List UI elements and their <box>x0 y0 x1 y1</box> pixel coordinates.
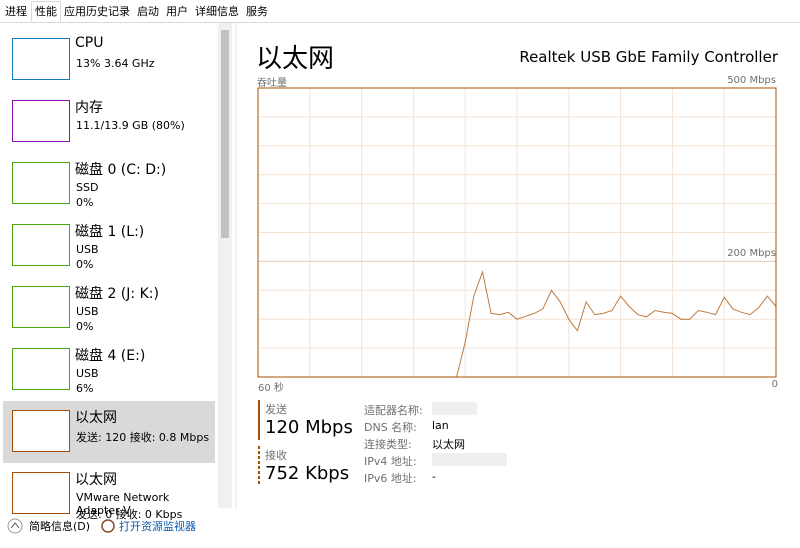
property-label: DNS 名称: <box>364 421 417 434</box>
x-label-left: 60 秒 <box>258 383 284 394</box>
property-value: lan <box>432 419 449 432</box>
y-axis-label: 吞吐量 <box>257 78 287 89</box>
tab[interactable]: 启动 <box>137 5 159 18</box>
property-label: 适配器名称: <box>364 404 423 417</box>
collapse-arrow <box>10 522 20 529</box>
tab[interactable]: 性能 <box>31 1 61 22</box>
collapse-icon[interactable] <box>7 518 23 534</box>
thumbnail <box>12 348 70 390</box>
item-detail: 6% <box>76 382 94 395</box>
item-detail: USB <box>76 305 99 318</box>
stat-value: 752 Kbps <box>265 463 350 484</box>
adapter-name: Realtek USB GbE Family Controller <box>519 48 778 66</box>
thumbnail <box>12 286 70 328</box>
scroll-thumb[interactable] <box>221 30 229 238</box>
stat-label: 发送 <box>265 403 287 416</box>
item-detail: 发送: 0 接收: 0 Kbps <box>76 508 183 521</box>
item-detail: 0% <box>76 320 94 333</box>
sidebar-item[interactable]: 磁盘 2 (J: K:) USB 0% <box>3 277 215 339</box>
thumbnail <box>12 410 70 452</box>
stat-label: 接收 <box>265 449 287 462</box>
item-detail: SSD <box>76 181 99 194</box>
item-title: 磁盘 2 (J: K:) <box>75 286 159 302</box>
x-label-right: 0 <box>771 379 778 390</box>
property-value: - <box>432 470 436 483</box>
tab[interactable]: 用户 <box>166 5 188 18</box>
item-detail: 0% <box>76 258 94 271</box>
item-title: CPU <box>75 35 104 51</box>
scale-label: 200 Mbps <box>727 248 776 260</box>
item-title: 内存 <box>75 100 103 116</box>
item-detail: 发送: 120 接收: 0.8 Mbps <box>76 431 210 444</box>
thumbnail <box>12 38 70 80</box>
item-detail: VMware Network Adapter V <box>76 491 170 517</box>
property-label: IPv6 地址: <box>364 472 417 485</box>
thumbnail <box>12 162 70 204</box>
item-title: 磁盘 0 (C: D:) <box>75 162 167 178</box>
item-title: 以太网 <box>75 472 117 488</box>
scale-label: 500 Mbps <box>727 75 776 86</box>
item-detail: 0% <box>76 196 94 209</box>
thumbnail <box>12 100 70 142</box>
summary-link[interactable]: 简略信息(D) <box>29 520 91 533</box>
tab[interactable]: 详细信息 <box>195 5 239 18</box>
stat-value: 120 Mbps <box>265 417 353 438</box>
graph-border <box>257 87 777 378</box>
monitor-link[interactable]: 打开资源监视器 <box>119 520 196 533</box>
item-detail: 13% 3.64 GHz <box>76 57 155 70</box>
thumbnail <box>12 224 70 266</box>
sidebar-item[interactable]: 磁盘 1 (L:) USB 0% <box>3 215 215 277</box>
sidebar-item[interactable]: 磁盘 4 (E:) USB 6% <box>3 339 215 401</box>
property-label: IPv4 地址: <box>364 455 417 468</box>
property-value: 以太网 <box>432 438 465 451</box>
monitor-icon <box>101 519 115 533</box>
sidebar-item[interactable]: CPU 13% 3.64 GHz <box>3 29 215 91</box>
tab[interactable]: 服务 <box>246 5 268 18</box>
sidebar: CPU 13% 3.64 GHz 内存 11.1/13.9 GB (80%) 磁盘 0 … <box>0 23 232 521</box>
sidebar-item[interactable]: 内存 11.1/13.9 GB (80%) <box>3 91 215 153</box>
tab[interactable]: 进程 <box>5 5 27 18</box>
redacted <box>432 402 477 415</box>
redacted <box>432 453 507 466</box>
page-title: 以太网 <box>256 44 335 74</box>
sidebar-item[interactable]: 以太网 VMware Network Adapter V 发送: 0 接收: 0 K… <box>3 463 215 525</box>
sidebar-item[interactable]: 磁盘 0 (C: D:) SSD 0% <box>3 153 215 215</box>
thumbnail <box>12 472 70 514</box>
item-detail: USB <box>76 367 99 380</box>
item-title: 磁盘 1 (L:) <box>75 224 145 240</box>
item-detail: USB <box>76 243 99 256</box>
item-detail: 11.1/13.9 GB (80%) <box>76 119 185 132</box>
item-title: 磁盘 4 (E:) <box>75 348 146 364</box>
tab[interactable]: 应用历史记录 <box>64 5 130 18</box>
throughput-line <box>258 269 777 378</box>
property-label: 连接类型: <box>364 438 412 451</box>
item-title: 以太网 <box>75 410 117 426</box>
sidebar-item[interactable]: 以太网发送: 120 接收: 0.8 Mbps <box>3 401 215 463</box>
tab-bar: 进程 性能 应用历史记录 启动 用户 详细信息 服务 <box>0 0 800 23</box>
